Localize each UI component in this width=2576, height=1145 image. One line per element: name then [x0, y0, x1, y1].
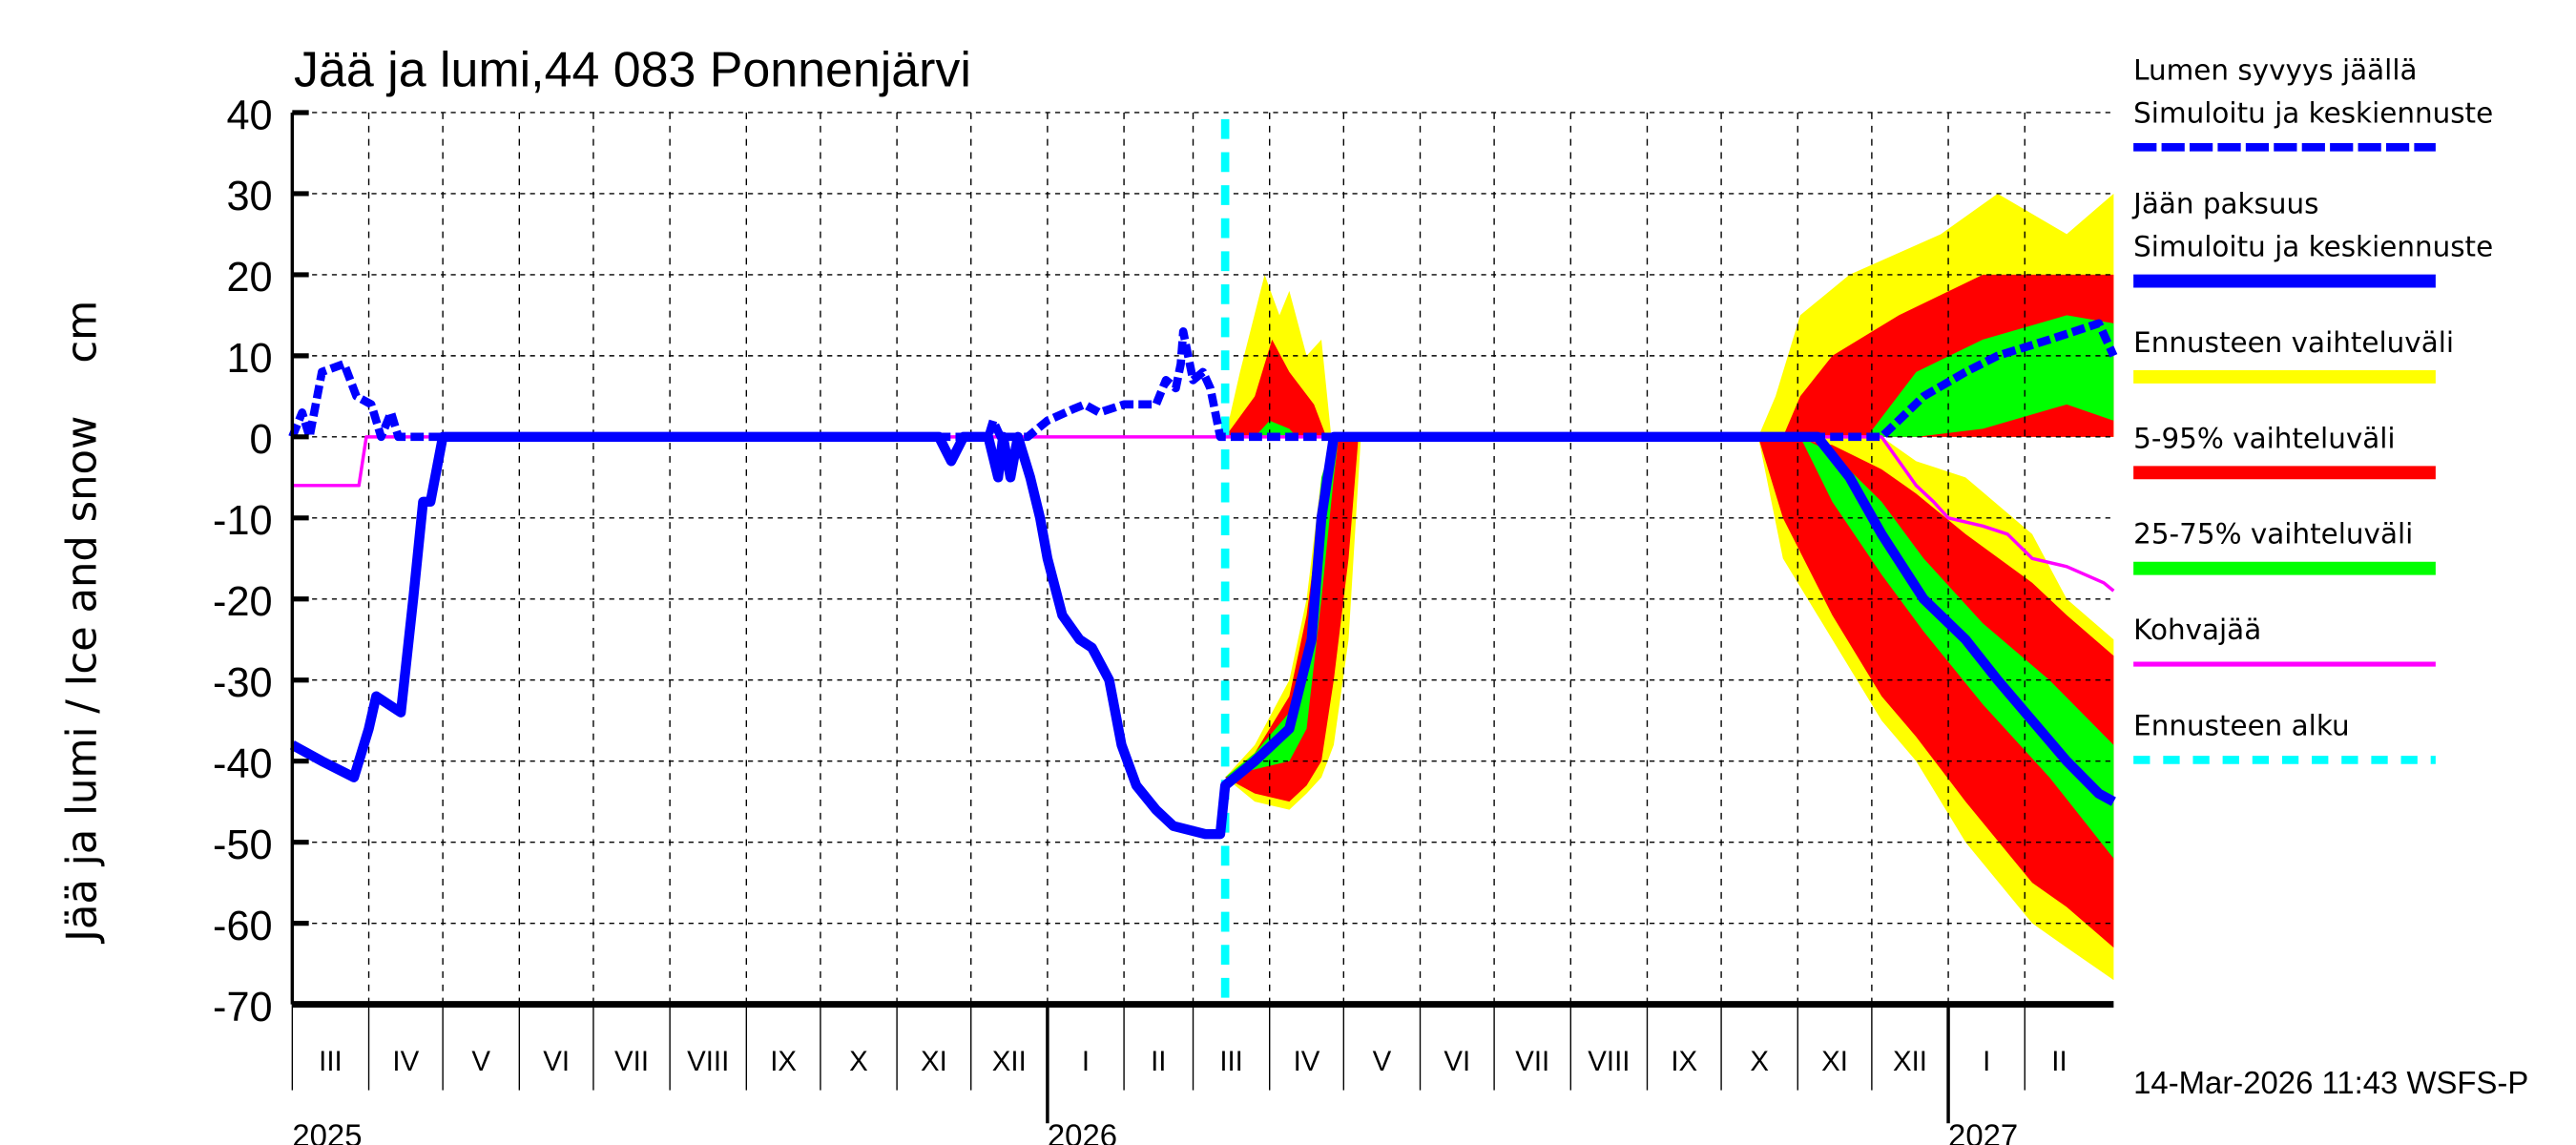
x-month-label: VII — [1515, 1046, 1549, 1077]
x-year-label: 2025 — [292, 1117, 362, 1145]
legend-label: Simuloitu ja keskiennuste — [2133, 231, 2493, 263]
y-tick-label: -50 — [213, 822, 273, 868]
x-month-label: V — [1373, 1046, 1392, 1077]
x-month-label: III — [1219, 1046, 1243, 1077]
band-p25_75 — [1225, 436, 1340, 778]
legend-label: Ennusteen alku — [2133, 709, 2349, 741]
band-p25_75 — [1799, 436, 2114, 859]
x-month-label: XII — [1893, 1046, 1927, 1077]
x-month-label: IV — [1294, 1046, 1320, 1077]
legend-label: Lumen syvyys jäällä — [2133, 53, 2417, 86]
x-month-label: I — [1983, 1046, 1990, 1077]
y-axis-label: Jää ja lumi / Ice and snow cm — [58, 301, 106, 945]
x-month-label: V — [471, 1046, 490, 1077]
y-tick-label: 10 — [226, 336, 272, 382]
x-month-label: VI — [1444, 1046, 1470, 1077]
band-p5_95 — [1225, 339, 1327, 437]
legend-label: Ennusteen vaihteluväli — [2133, 326, 2454, 359]
x-month-label: VIII — [687, 1046, 729, 1077]
x-month-label: X — [1750, 1046, 1769, 1077]
series-ice — [289, 431, 2116, 840]
x-month-label: I — [1082, 1046, 1090, 1077]
x-month-label: XII — [992, 1046, 1027, 1077]
legend-label: 25-75% vaihteluväli — [2133, 518, 2413, 551]
band-p5_95 — [1757, 436, 2114, 948]
y-tick-label: -40 — [213, 741, 273, 787]
legend-label: Jään paksuus — [2131, 188, 2318, 220]
x-month-label: II — [1151, 1046, 1166, 1077]
x-month-label: II — [2051, 1046, 2067, 1077]
chart-title: Jää ja lumi,44 083 Ponnenjärvi — [294, 42, 971, 97]
x-year-label: 2027 — [1948, 1117, 2018, 1145]
legend: Lumen syvyys jäällä Simuloitu ja keskienn… — [2131, 53, 2493, 764]
y-tick-label: 30 — [226, 174, 272, 219]
legend-label: Simuloitu ja keskiennuste — [2133, 96, 2493, 129]
series-snow — [288, 319, 2118, 442]
x-month-label: VI — [543, 1046, 570, 1077]
y-tick-label: 0 — [250, 417, 273, 463]
x-month-label: III — [319, 1046, 343, 1077]
x-month-label: X — [849, 1046, 868, 1077]
y-tick-label: -10 — [213, 498, 273, 544]
x-month-label: XI — [921, 1046, 947, 1077]
y-tick-label: -30 — [213, 660, 273, 706]
legend-label: Kohvajää — [2133, 614, 2261, 646]
band-p25_75 — [1866, 315, 2114, 437]
series-lines — [288, 118, 2118, 1005]
x-month-label: VII — [614, 1046, 649, 1077]
x-month-label: IX — [770, 1046, 797, 1077]
y-tick-label: -20 — [213, 579, 273, 625]
timestamp: 14-Mar-2026 11:43 WSFS-P — [2133, 1065, 2528, 1100]
y-tick-label: -70 — [213, 985, 273, 1030]
x-month-label: XI — [1821, 1046, 1848, 1077]
legend-label: 5-95% vaihteluväli — [2133, 422, 2395, 454]
x-month-label: IX — [1671, 1046, 1697, 1077]
y-tick-label: 40 — [226, 93, 272, 138]
x-year-label: 2026 — [1048, 1117, 1117, 1145]
y-tick-label: 20 — [226, 255, 272, 301]
y-tick-label: -60 — [213, 904, 273, 949]
x-month-label: IV — [392, 1046, 419, 1077]
forecast-bands — [1225, 193, 2114, 981]
x-month-label: VIII — [1588, 1046, 1630, 1077]
